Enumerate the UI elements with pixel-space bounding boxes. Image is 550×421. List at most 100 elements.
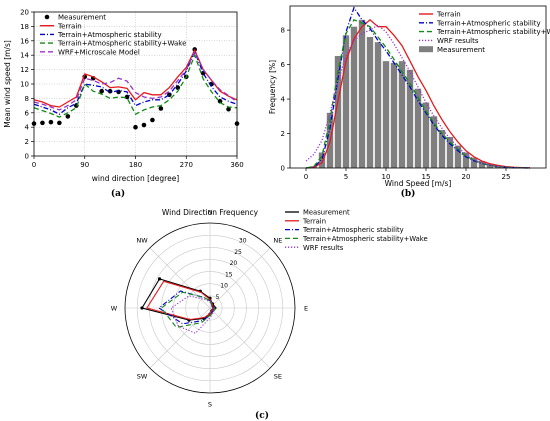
chart-a: 0 90 180 270 360 0 2 4 6 8 10 12 14 16 18 20 wind direct… (3, 9, 244, 184)
a-series-measurement-point (150, 117, 155, 123)
a-series-wrf-microscale-model-line (33, 50, 238, 111)
b-x-tick-label: 25 (502, 173, 511, 181)
c-angular-grid-line (149, 247, 211, 309)
c-series-terrain-atmospheric-stability-wake-line (160, 291, 216, 329)
b-y-axis-label: Frequency [%] (268, 60, 277, 114)
chart-c: 510 15 20 25 30 N NE E SE S SW W NW Wind Direction Fr… (111, 208, 428, 409)
a-y-tick-label: 14 (20, 52, 29, 60)
a-series-measurement-point (133, 124, 138, 130)
a-series-measurement-point (124, 94, 130, 100)
b-legend-label: Terrain+Atmospheric stability+Wake (436, 28, 550, 36)
b-bar (462, 152, 470, 168)
b-x-tick-label: 15 (422, 173, 431, 181)
a-series-measurement-point (141, 122, 147, 128)
a-series-measurement-point (57, 120, 62, 126)
a-y-tick-label: 8 (25, 95, 29, 103)
c-compass-label: N (208, 208, 213, 216)
c-r-tick-label: 25 (234, 249, 242, 256)
b-series-terrain-atmospheric-stability-wake-line (305, 18, 531, 169)
b-bar (438, 130, 446, 168)
b-bar (334, 55, 342, 168)
a-legend-label: WRF+Microscale Model (58, 48, 140, 56)
a-x-tick-label: 360 (230, 161, 243, 169)
c-series-wrf-results-line (170, 295, 214, 334)
a-legend-label: Terrain (57, 22, 82, 30)
b-x-tick-label: 0 (304, 173, 308, 181)
b-bar (414, 88, 422, 168)
c-measurement-point (157, 277, 162, 281)
b-bar (454, 145, 462, 168)
a-series-measurement-point (65, 114, 71, 119)
a-y-tick-label: 12 (20, 66, 29, 74)
c-compass-label: W (111, 305, 118, 313)
b-x-axis-label: Wind Speed [m/s] (385, 179, 452, 188)
c-legend-label: WRF results (303, 244, 344, 252)
a-legend-marker (44, 14, 50, 20)
b-x-tick-label: 10 (382, 173, 391, 181)
b-bar (422, 102, 430, 168)
c-legend-label: Terrain+Atmospheric stability+Wake (302, 235, 428, 243)
a-x-tick-label: 90 (80, 161, 89, 169)
a-y-tick-label: 20 (20, 9, 29, 17)
a-x-tick-label: 270 (180, 161, 193, 169)
a-series-measurement-point (99, 88, 104, 94)
caption-a: (a) (111, 188, 125, 199)
b-bar (494, 165, 502, 168)
b-bar (406, 69, 414, 168)
b-y-tick-label: 2 (281, 130, 285, 138)
b-bar (342, 35, 350, 169)
c-compass-label: NW (136, 237, 148, 245)
a-y-tick-label: 6 (25, 109, 30, 117)
b-bar (350, 26, 358, 169)
b-y-tick-label: 0 (281, 165, 285, 173)
a-y-tick-label: 0 (25, 153, 29, 161)
b-bar (374, 42, 382, 168)
a-y-tick-label: 10 (20, 81, 29, 89)
c-outer-ring (124, 222, 296, 394)
b-bar (390, 62, 398, 168)
a-series-measurement-point (48, 119, 54, 125)
c-legend-label: Terrain (302, 217, 326, 225)
b-bar (470, 157, 478, 168)
c-compass-label: S (208, 401, 212, 409)
b-bar (430, 116, 438, 168)
c-title: Wind Direction Frequency (162, 208, 259, 217)
c-compass-label: SE (274, 372, 282, 380)
a-x-axis-label: wind direction [degree] (92, 174, 180, 183)
chart-b: 0 5 10 15 20 25 0 2 4 6 8 Wind Speed [m/s] Frequency… (268, 5, 550, 188)
a-series-terrain-atmospheric-stability-wake-line (33, 53, 238, 118)
c-r-tick-label: 10 (220, 283, 228, 290)
b-legend-label: Terrain (436, 11, 461, 19)
c-compass-label: E (304, 305, 308, 313)
c-measurement-point (140, 306, 144, 310)
a-y-axis-label: Mean wind speed [m/s] (3, 40, 12, 128)
a-legend-label: Measurement (58, 14, 106, 22)
a-series-terrain-atmospheric-stability-line (33, 49, 238, 115)
b-plot-frame (289, 5, 547, 169)
a-y-tick-label: 18 (20, 23, 29, 31)
c-compass-label: SW (137, 372, 148, 380)
b-bar (366, 37, 374, 169)
a-series-measurement-point (158, 106, 164, 111)
a-series-measurement-point (40, 120, 45, 126)
a-y-tick-label: 4 (25, 124, 30, 132)
b-legend-label: Measurement (437, 46, 485, 54)
c-r-tick-label: 30 (239, 238, 247, 245)
c-legend-label: Terrain+Atmospheric stability (302, 226, 404, 234)
caption-b: (b) (401, 188, 416, 199)
a-y-tick-label: 16 (20, 37, 29, 45)
b-y-tick-label: 4 (281, 96, 286, 104)
b-bar (446, 136, 454, 168)
c-r-tick-label: 5 (216, 294, 220, 301)
caption-c: (c) (255, 410, 269, 421)
a-series-measurement-point (217, 98, 223, 104)
b-x-tick-label: 5 (344, 173, 348, 181)
b-y-tick-label: 8 (281, 27, 285, 35)
b-bar (398, 61, 406, 168)
a-series-measurement-point (226, 106, 231, 112)
b-series-terrain-line (305, 18, 531, 169)
a-legend-label: Terrain+Atmospheric stability+Wake (57, 40, 186, 48)
b-series-wrf-results-line (305, 24, 531, 169)
b-bar (318, 152, 326, 168)
